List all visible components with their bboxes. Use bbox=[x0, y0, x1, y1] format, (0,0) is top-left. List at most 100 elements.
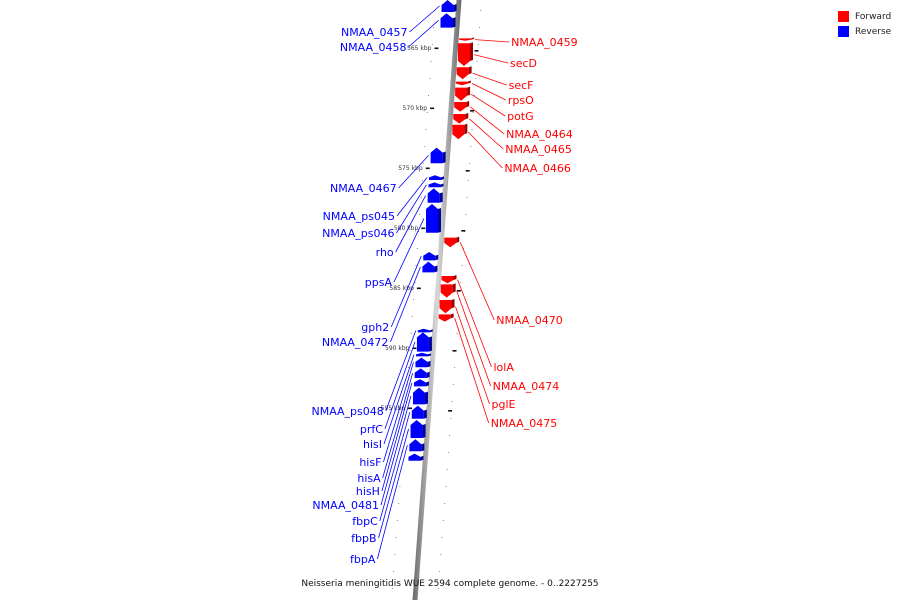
minor-tick bbox=[411, 316, 413, 317]
scale-tick-label: 590 kbp bbox=[385, 345, 410, 352]
gene-body bbox=[455, 87, 468, 101]
minor-tick bbox=[423, 163, 425, 164]
minor-tick bbox=[466, 197, 468, 198]
scale-tick-mark bbox=[416, 287, 421, 290]
minor-tick bbox=[428, 95, 430, 96]
gene-leader-line bbox=[383, 354, 415, 445]
gene-leader-line bbox=[378, 428, 409, 539]
minor-tick bbox=[416, 248, 418, 249]
gene-arrow-unlabeled bbox=[408, 453, 424, 461]
gene-leader-line bbox=[379, 412, 411, 522]
minor-tick bbox=[477, 44, 479, 45]
gene-side bbox=[450, 313, 454, 319]
gene-arrow-fbpB bbox=[410, 420, 426, 438]
gene-body bbox=[457, 43, 470, 66]
gene-body bbox=[428, 175, 441, 180]
minor-tick bbox=[469, 163, 471, 164]
genome-backbone bbox=[412, 0, 462, 600]
gene-body bbox=[441, 0, 454, 12]
gene-side bbox=[471, 37, 475, 40]
minor-tick bbox=[393, 571, 395, 572]
gene-label-reverse: NMAA_0467 bbox=[330, 182, 397, 195]
minor-tick bbox=[446, 469, 448, 470]
gene-arrow-rpsO bbox=[455, 80, 471, 86]
gene-label-reverse: NMAA_0457 bbox=[341, 26, 408, 39]
gene-arrow-rho bbox=[427, 188, 443, 203]
gene-side bbox=[452, 283, 456, 293]
minor-tick bbox=[409, 350, 411, 351]
minor-tick bbox=[461, 265, 463, 266]
gene-leader-line bbox=[457, 279, 492, 368]
minor-tick bbox=[406, 384, 408, 385]
minor-tick bbox=[421, 180, 423, 181]
gene-label-forward: pglE bbox=[492, 398, 516, 411]
gene-leader-line bbox=[468, 131, 503, 169]
minor-tick bbox=[433, 27, 435, 28]
gene-leader-line bbox=[454, 317, 490, 424]
scale-tick-mark bbox=[465, 170, 470, 172]
minor-tick bbox=[408, 367, 410, 368]
gene-body bbox=[439, 300, 452, 314]
gene-side bbox=[467, 80, 471, 84]
gene-body bbox=[414, 368, 427, 378]
minor-tick bbox=[460, 282, 462, 283]
scale-tick-mark bbox=[474, 50, 479, 52]
gene-side bbox=[428, 353, 432, 357]
gene-side bbox=[456, 236, 460, 243]
gene-arrow-NMAA_0465 bbox=[453, 113, 469, 124]
gene-label-reverse: gph2 bbox=[361, 321, 389, 334]
scale-tick-label: 595 kbp bbox=[381, 405, 406, 412]
minor-tick bbox=[480, 10, 482, 11]
gene-arrow-NMAA_0474 bbox=[440, 283, 456, 298]
minor-tick bbox=[449, 435, 451, 436]
reverse-swatch bbox=[838, 26, 849, 37]
gene-side bbox=[425, 381, 429, 387]
minor-tick bbox=[450, 418, 452, 419]
scale-tick-mark bbox=[434, 47, 439, 50]
gene-leader-line bbox=[384, 341, 416, 430]
scale-tick-mark bbox=[456, 290, 461, 292]
gene-label-reverse: prfC bbox=[360, 423, 383, 436]
gene-arrow-potG bbox=[455, 86, 471, 101]
minor-tick bbox=[445, 486, 447, 487]
gene-side bbox=[437, 208, 441, 233]
scale-tick-label: 580 kbp bbox=[394, 225, 419, 232]
minor-tick bbox=[395, 537, 397, 538]
gene-arrow-fbpA bbox=[409, 439, 425, 452]
gene-label-reverse: NMAA_0481 bbox=[312, 499, 379, 512]
gene-arrow-NMAA_0481 bbox=[412, 387, 428, 405]
gene-side bbox=[422, 424, 426, 438]
minor-tick bbox=[420, 197, 422, 198]
forward-swatch bbox=[838, 11, 849, 22]
gene-arrow-NMAA_0472 bbox=[422, 261, 438, 273]
gene-leader-line bbox=[396, 184, 427, 234]
gene-label-forward: NMAA_0475 bbox=[491, 417, 558, 430]
legend-item-reverse: Reverse bbox=[838, 24, 891, 39]
gene-arrow-NMAA_0467 bbox=[430, 147, 446, 164]
gene-label-forward: lolA bbox=[494, 361, 515, 374]
gene-side bbox=[440, 176, 444, 180]
gene-leader-line bbox=[376, 445, 408, 560]
gene-leader-line bbox=[381, 382, 413, 492]
gene-label-reverse: ppsA bbox=[365, 276, 393, 289]
minor-tick bbox=[454, 367, 456, 368]
gene-arrow-secF bbox=[456, 66, 472, 80]
minor-tick bbox=[425, 129, 427, 130]
minor-tick bbox=[418, 231, 420, 232]
gene-label-reverse: NMAA_ps048 bbox=[311, 405, 383, 418]
gene-body bbox=[459, 38, 472, 41]
gene-arrow-gph2 bbox=[423, 252, 439, 261]
gene-side bbox=[426, 371, 430, 378]
gene-leader-line bbox=[408, 20, 439, 48]
minor-tick bbox=[439, 571, 441, 572]
gene-side bbox=[464, 123, 468, 135]
gene-arrow-NMAA_0464 bbox=[454, 101, 470, 112]
gene-side bbox=[466, 101, 470, 108]
minor-tick bbox=[398, 503, 400, 504]
gene-leader-line bbox=[395, 195, 427, 253]
gene-leader-line bbox=[398, 155, 429, 189]
minor-tick bbox=[440, 554, 442, 555]
minor-tick bbox=[457, 316, 459, 317]
gene-body bbox=[423, 252, 436, 261]
gene-body bbox=[455, 81, 468, 86]
